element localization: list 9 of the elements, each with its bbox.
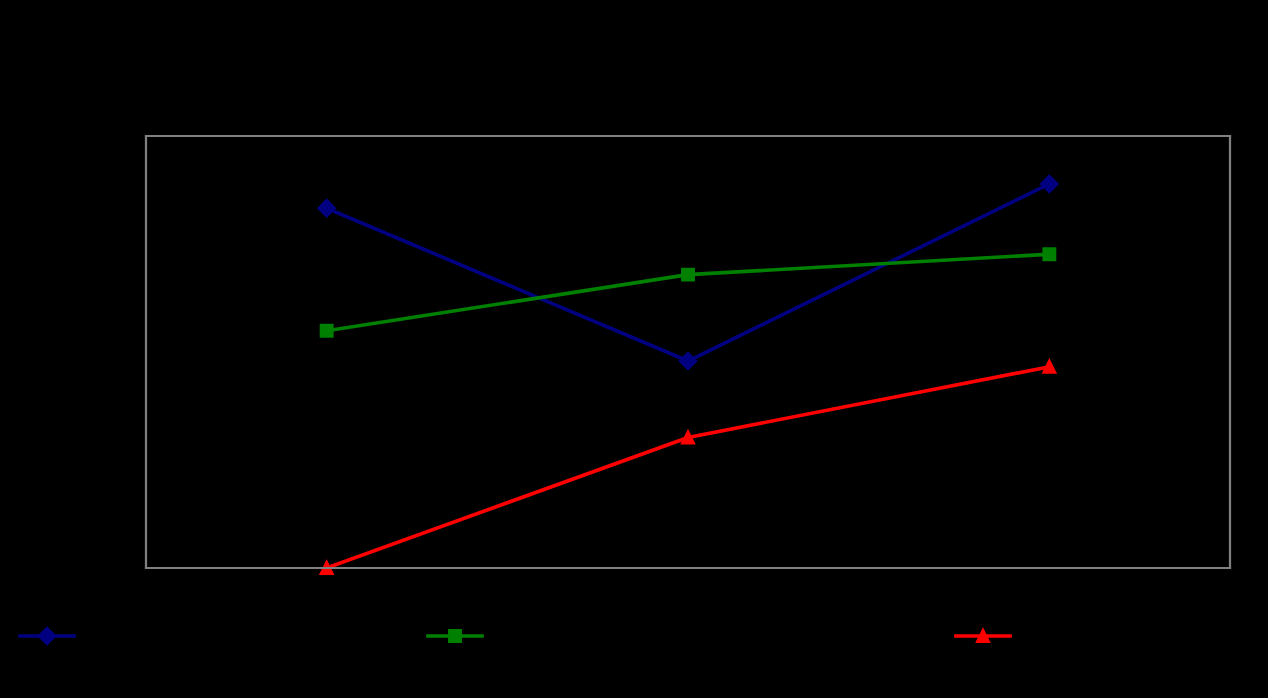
point <box>1042 359 1057 374</box>
point <box>319 561 334 575</box>
point <box>317 198 336 218</box>
point <box>678 351 698 371</box>
point <box>1040 174 1059 194</box>
point <box>1042 247 1057 262</box>
point <box>681 267 695 282</box>
point <box>319 323 334 338</box>
point <box>681 430 695 445</box>
